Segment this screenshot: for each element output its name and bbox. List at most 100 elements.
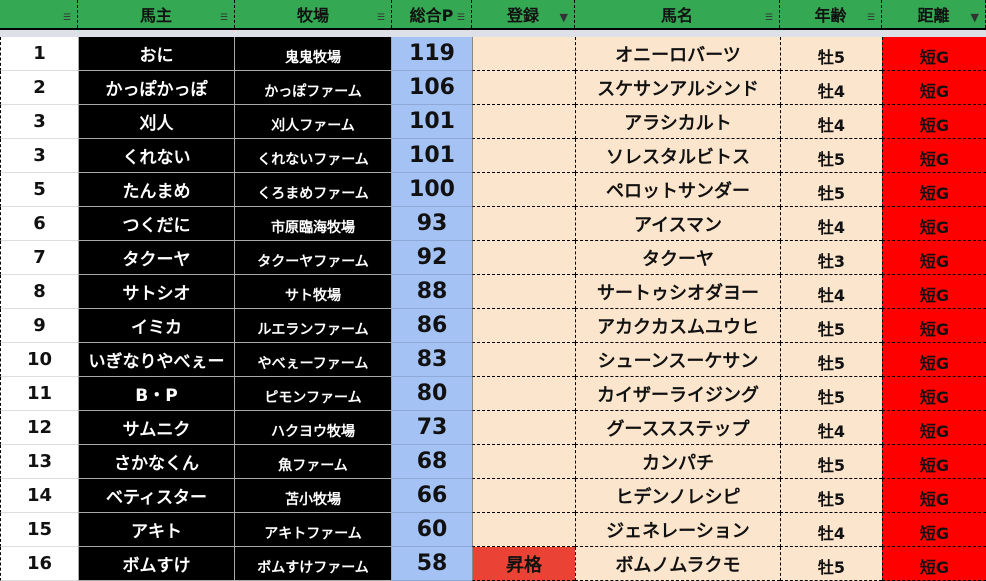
column-header-farm[interactable]: 牧場 ☰ [235, 0, 392, 28]
cell-owner[interactable]: つくだに [78, 207, 235, 241]
cell-registration[interactable] [472, 139, 575, 173]
cell-points[interactable]: 92 [392, 241, 472, 275]
cell-owner[interactable]: くれない [78, 139, 235, 173]
cell-age[interactable]: 牡5 [780, 377, 882, 411]
cell-registration[interactable] [472, 173, 575, 207]
cell-rank[interactable]: 14 [0, 479, 78, 513]
cell-distance[interactable]: 短G [882, 37, 986, 71]
cell-registration[interactable] [472, 241, 575, 275]
cell-owner[interactable]: かっぽかっぽ [78, 71, 235, 105]
column-header-owner[interactable]: 馬主 ☰ [78, 0, 235, 28]
cell-rank[interactable]: 3 [0, 105, 78, 139]
column-header-horse-name[interactable]: 馬名 ☰ [575, 0, 780, 28]
column-header-age[interactable]: 年齢 ☰ [780, 0, 882, 28]
cell-age[interactable]: 牡4 [780, 513, 882, 547]
cell-registration[interactable] [472, 37, 575, 71]
cell-points[interactable]: 86 [392, 309, 472, 343]
cell-rank[interactable]: 15 [0, 513, 78, 547]
cell-age[interactable]: 牡5 [780, 479, 882, 513]
cell-rank[interactable]: 5 [0, 173, 78, 207]
filter-active-icon[interactable]: ▼ [970, 11, 979, 24]
filter-active-icon[interactable]: ▼ [559, 11, 568, 24]
cell-rank[interactable]: 13 [0, 445, 78, 479]
filter-icon[interactable]: ☰ [764, 13, 773, 23]
cell-age[interactable]: 牡5 [780, 139, 882, 173]
cell-rank[interactable]: 12 [0, 411, 78, 445]
cell-registration[interactable] [472, 275, 575, 309]
cell-points[interactable]: 58 [392, 547, 472, 581]
cell-owner[interactable]: ベティスター [78, 479, 235, 513]
cell-rank[interactable]: 3 [0, 139, 78, 173]
cell-owner[interactable]: たんまめ [78, 173, 235, 207]
cell-rank[interactable]: 2 [0, 71, 78, 105]
cell-owner[interactable]: サトシオ [78, 275, 235, 309]
cell-owner[interactable]: いぎなりやべぇー [78, 343, 235, 377]
cell-horse-name[interactable]: カイザーライジング [575, 377, 780, 411]
cell-owner[interactable]: ボムすけ [78, 547, 235, 581]
cell-owner[interactable]: B・P [78, 377, 235, 411]
cell-registration[interactable] [472, 377, 575, 411]
cell-rank[interactable]: 9 [0, 309, 78, 343]
cell-horse-name[interactable]: ソレスタルビトス [575, 139, 780, 173]
cell-owner[interactable]: サムニク [78, 411, 235, 445]
cell-registration[interactable] [472, 411, 575, 445]
cell-farm[interactable]: くろまめファーム [235, 173, 392, 207]
filter-icon[interactable]: ☰ [219, 13, 228, 23]
cell-horse-name[interactable]: サートゥシオダヨー [575, 275, 780, 309]
cell-horse-name[interactable]: タクーヤ [575, 241, 780, 275]
cell-farm[interactable]: ルエランファーム [235, 309, 392, 343]
cell-distance[interactable]: 短G [882, 377, 986, 411]
cell-distance[interactable]: 短G [882, 241, 986, 275]
cell-distance[interactable]: 短G [882, 547, 986, 581]
cell-horse-name[interactable]: カンパチ [575, 445, 780, 479]
cell-farm[interactable]: ボムすけファーム [235, 547, 392, 581]
cell-horse-name[interactable]: グーススステップ [575, 411, 780, 445]
cell-distance[interactable]: 短G [882, 275, 986, 309]
cell-farm[interactable]: 鬼鬼牧場 [235, 37, 392, 71]
cell-distance[interactable]: 短G [882, 479, 986, 513]
cell-owner[interactable]: イミカ [78, 309, 235, 343]
cell-points[interactable]: 83 [392, 343, 472, 377]
cell-farm[interactable]: やべぇーファーム [235, 343, 392, 377]
cell-points[interactable]: 119 [392, 37, 472, 71]
cell-farm[interactable]: ハクヨウ牧場 [235, 411, 392, 445]
cell-registration[interactable]: 昇格 [472, 547, 575, 581]
cell-rank[interactable]: 6 [0, 207, 78, 241]
cell-registration[interactable] [472, 343, 575, 377]
cell-owner[interactable]: 刈人 [78, 105, 235, 139]
cell-horse-name[interactable]: アラシカルト [575, 105, 780, 139]
cell-registration[interactable] [472, 309, 575, 343]
cell-farm[interactable]: 市原臨海牧場 [235, 207, 392, 241]
cell-owner[interactable]: アキト [78, 513, 235, 547]
cell-farm[interactable]: タクーヤファーム [235, 241, 392, 275]
cell-owner[interactable]: さかなくん [78, 445, 235, 479]
cell-distance[interactable]: 短G [882, 207, 986, 241]
cell-age[interactable]: 牡5 [780, 309, 882, 343]
cell-age[interactable]: 牡5 [780, 547, 882, 581]
cell-farm[interactable]: 苫小牧場 [235, 479, 392, 513]
cell-horse-name[interactable]: ボムノムラクモ [575, 547, 780, 581]
column-header-rank[interactable]: ☰ [0, 0, 78, 28]
cell-registration[interactable] [472, 445, 575, 479]
cell-horse-name[interactable]: ヒデンノレシピ [575, 479, 780, 513]
cell-points[interactable]: 60 [392, 513, 472, 547]
cell-distance[interactable]: 短G [882, 411, 986, 445]
cell-registration[interactable] [472, 105, 575, 139]
cell-registration[interactable] [472, 207, 575, 241]
cell-farm[interactable]: かっぽファーム [235, 71, 392, 105]
filter-icon[interactable]: ☰ [376, 13, 385, 23]
cell-rank[interactable]: 16 [0, 547, 78, 581]
cell-owner[interactable]: タクーヤ [78, 241, 235, 275]
cell-farm[interactable]: くれないファーム [235, 139, 392, 173]
cell-age[interactable]: 牡5 [780, 445, 882, 479]
cell-age[interactable]: 牡4 [780, 105, 882, 139]
cell-points[interactable]: 66 [392, 479, 472, 513]
cell-registration[interactable] [472, 513, 575, 547]
cell-points[interactable]: 101 [392, 105, 472, 139]
cell-age[interactable]: 牡4 [780, 71, 882, 105]
cell-distance[interactable]: 短G [882, 71, 986, 105]
cell-horse-name[interactable]: オニーロバーツ [575, 37, 780, 71]
column-header-distance[interactable]: 距離 ▼ [882, 0, 986, 28]
cell-points[interactable]: 88 [392, 275, 472, 309]
cell-farm[interactable]: サト牧場 [235, 275, 392, 309]
